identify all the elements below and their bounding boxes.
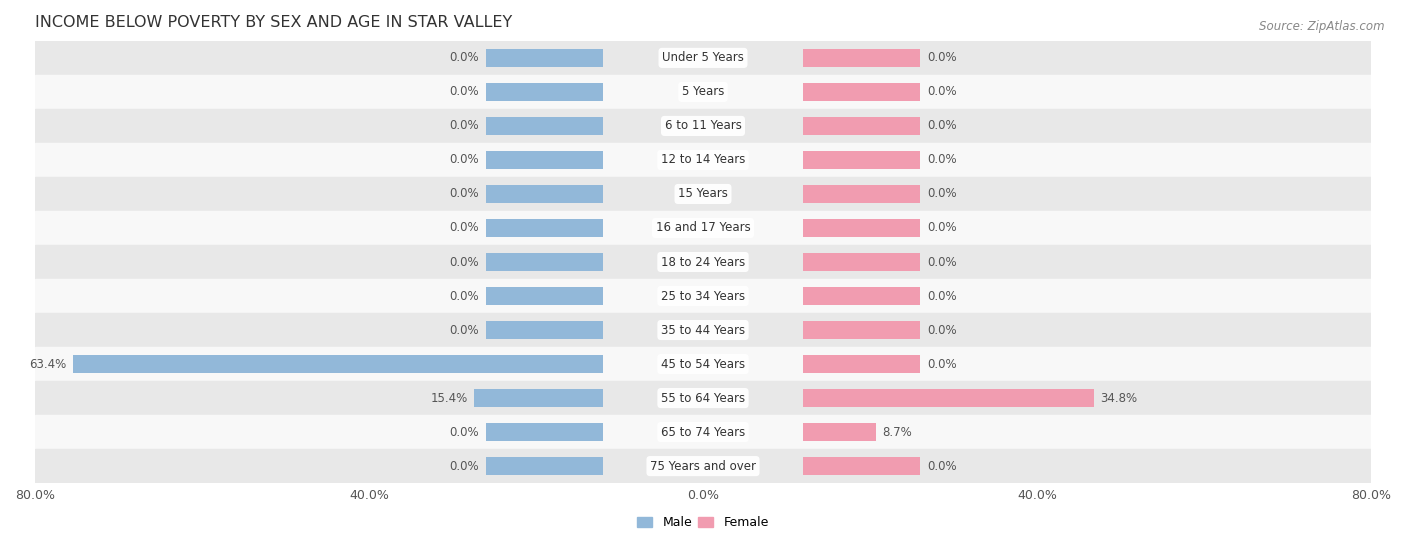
Bar xyxy=(486,287,603,305)
Text: 63.4%: 63.4% xyxy=(30,358,66,371)
Bar xyxy=(486,457,603,475)
Text: 75 Years and over: 75 Years and over xyxy=(650,459,756,472)
Bar xyxy=(486,219,603,237)
Bar xyxy=(803,355,920,373)
Bar xyxy=(803,287,920,305)
Bar xyxy=(35,245,1371,279)
Text: 34.8%: 34.8% xyxy=(1101,391,1137,405)
Text: 0.0%: 0.0% xyxy=(927,459,956,472)
Bar xyxy=(803,151,920,169)
Text: 0.0%: 0.0% xyxy=(450,187,479,201)
Text: Source: ZipAtlas.com: Source: ZipAtlas.com xyxy=(1260,20,1385,32)
Text: 35 to 44 Years: 35 to 44 Years xyxy=(661,324,745,337)
Bar xyxy=(803,253,920,271)
Bar xyxy=(803,83,920,101)
Bar xyxy=(803,423,876,441)
Text: 0.0%: 0.0% xyxy=(927,154,956,167)
Bar xyxy=(486,49,603,67)
Text: 0.0%: 0.0% xyxy=(927,86,956,98)
Bar xyxy=(486,117,603,135)
Text: 0.0%: 0.0% xyxy=(927,187,956,201)
Bar xyxy=(474,389,603,407)
Bar xyxy=(486,83,603,101)
Text: 12 to 14 Years: 12 to 14 Years xyxy=(661,154,745,167)
Legend: Male, Female: Male, Female xyxy=(633,511,773,534)
Text: 55 to 64 Years: 55 to 64 Years xyxy=(661,391,745,405)
Bar xyxy=(803,185,920,203)
Text: 8.7%: 8.7% xyxy=(883,425,912,439)
Bar xyxy=(35,313,1371,347)
Text: 0.0%: 0.0% xyxy=(450,290,479,302)
Text: 0.0%: 0.0% xyxy=(450,459,479,472)
Text: 0.0%: 0.0% xyxy=(450,120,479,132)
Text: 65 to 74 Years: 65 to 74 Years xyxy=(661,425,745,439)
Text: 0.0%: 0.0% xyxy=(927,51,956,64)
Bar xyxy=(35,143,1371,177)
Bar xyxy=(803,321,920,339)
Bar xyxy=(803,219,920,237)
Text: 18 to 24 Years: 18 to 24 Years xyxy=(661,255,745,268)
Text: 5 Years: 5 Years xyxy=(682,86,724,98)
Bar xyxy=(35,449,1371,483)
Bar xyxy=(803,457,920,475)
Text: 0.0%: 0.0% xyxy=(450,255,479,268)
Bar xyxy=(486,185,603,203)
Text: 0.0%: 0.0% xyxy=(927,358,956,371)
Text: 0.0%: 0.0% xyxy=(927,221,956,234)
Text: 15 Years: 15 Years xyxy=(678,187,728,201)
Text: 16 and 17 Years: 16 and 17 Years xyxy=(655,221,751,234)
Bar xyxy=(35,381,1371,415)
Bar xyxy=(803,117,920,135)
Text: 0.0%: 0.0% xyxy=(450,425,479,439)
Bar xyxy=(35,109,1371,143)
Bar xyxy=(35,177,1371,211)
Text: 0.0%: 0.0% xyxy=(450,154,479,167)
Bar xyxy=(35,75,1371,109)
Bar xyxy=(486,423,603,441)
Text: 0.0%: 0.0% xyxy=(927,255,956,268)
Bar xyxy=(73,355,603,373)
Text: 15.4%: 15.4% xyxy=(430,391,468,405)
Text: 0.0%: 0.0% xyxy=(450,51,479,64)
Bar xyxy=(35,211,1371,245)
Text: Under 5 Years: Under 5 Years xyxy=(662,51,744,64)
Text: 0.0%: 0.0% xyxy=(450,324,479,337)
Text: 6 to 11 Years: 6 to 11 Years xyxy=(665,120,741,132)
Text: 0.0%: 0.0% xyxy=(927,324,956,337)
Bar xyxy=(803,49,920,67)
Bar xyxy=(486,151,603,169)
Text: 0.0%: 0.0% xyxy=(927,120,956,132)
Bar xyxy=(35,415,1371,449)
Bar xyxy=(486,321,603,339)
Text: 0.0%: 0.0% xyxy=(927,290,956,302)
Bar xyxy=(35,279,1371,313)
Text: 45 to 54 Years: 45 to 54 Years xyxy=(661,358,745,371)
Text: INCOME BELOW POVERTY BY SEX AND AGE IN STAR VALLEY: INCOME BELOW POVERTY BY SEX AND AGE IN S… xyxy=(35,15,512,30)
Text: 25 to 34 Years: 25 to 34 Years xyxy=(661,290,745,302)
Bar xyxy=(803,389,1094,407)
Bar xyxy=(35,347,1371,381)
Bar xyxy=(486,253,603,271)
Text: 0.0%: 0.0% xyxy=(450,221,479,234)
Text: 0.0%: 0.0% xyxy=(450,86,479,98)
Bar xyxy=(35,41,1371,75)
